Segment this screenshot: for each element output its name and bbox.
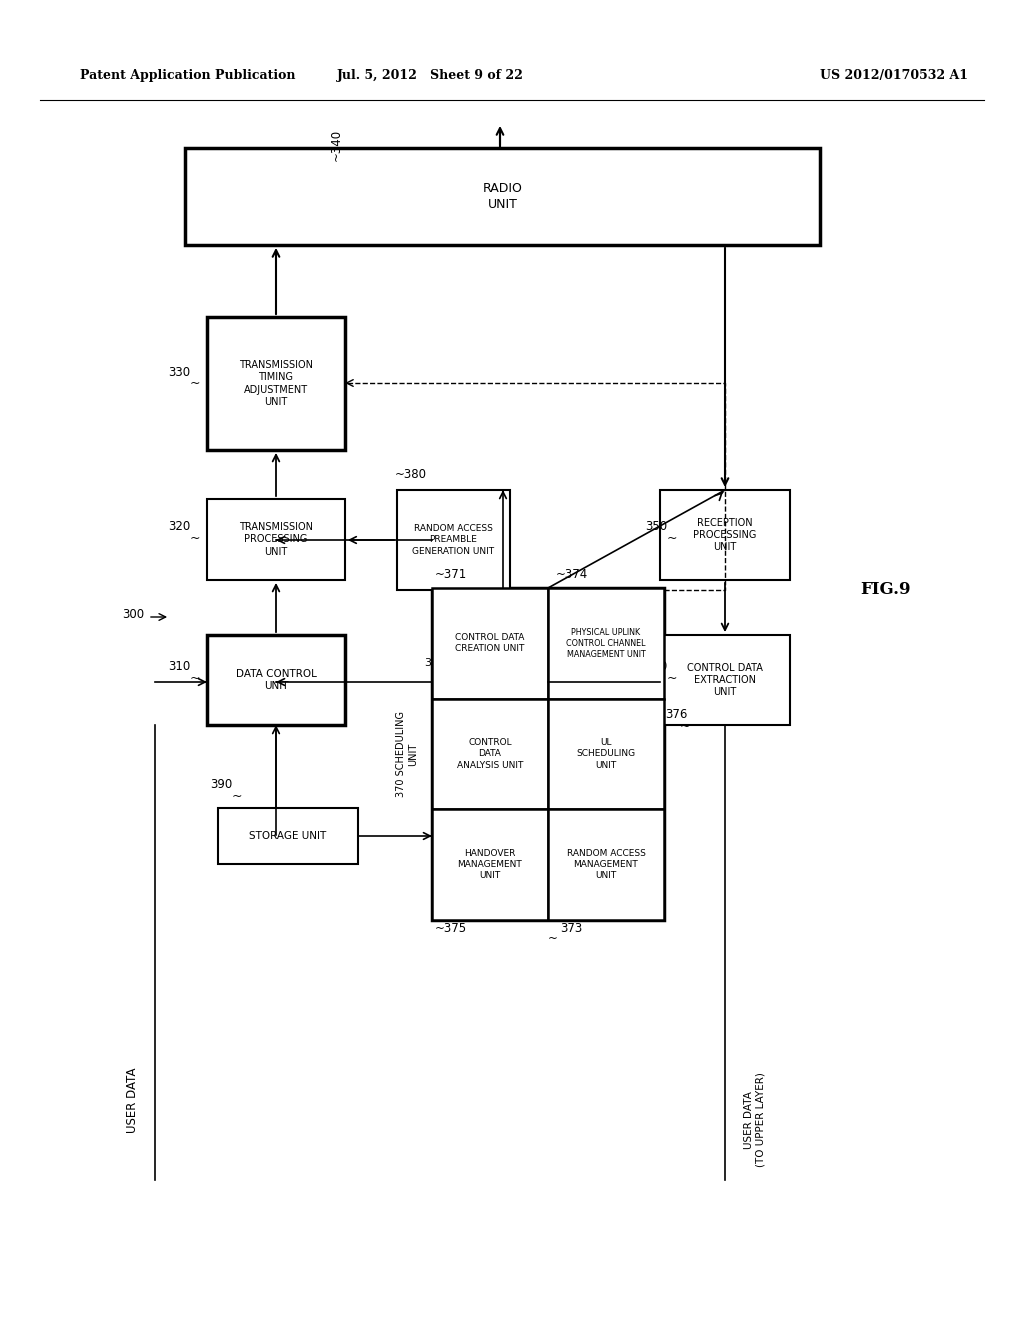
Text: ~374: ~374	[556, 569, 588, 582]
Text: ~375: ~375	[435, 921, 467, 935]
Text: US 2012/0170532 A1: US 2012/0170532 A1	[820, 69, 968, 82]
Text: FIG.9: FIG.9	[860, 582, 910, 598]
Bar	[432, 587, 664, 920]
Bar	[218, 808, 358, 865]
Text: ~: ~	[190, 376, 201, 389]
Text: ~340: ~340	[330, 129, 343, 161]
Text: RANDOM ACCESS
MANAGEMENT
UNIT: RANDOM ACCESS MANAGEMENT UNIT	[566, 849, 645, 880]
Bar	[548, 587, 664, 698]
Text: 330: 330	[168, 366, 190, 379]
Text: ~: ~	[190, 532, 201, 544]
Bar	[207, 499, 345, 579]
Text: Jul. 5, 2012   Sheet 9 of 22: Jul. 5, 2012 Sheet 9 of 22	[337, 69, 523, 82]
Bar	[185, 148, 820, 246]
Text: USER DATA
(TO UPPER LAYER): USER DATA (TO UPPER LAYER)	[744, 1073, 766, 1167]
Text: 376: 376	[665, 709, 687, 722]
Text: ~371: ~371	[435, 569, 467, 582]
Text: 370 SCHEDULING
UNIT: 370 SCHEDULING UNIT	[396, 711, 418, 797]
Text: Patent Application Publication: Patent Application Publication	[80, 69, 296, 82]
Text: ~: ~	[232, 789, 243, 803]
Bar	[660, 490, 790, 579]
Text: 360: 360	[645, 660, 668, 673]
Text: 320: 320	[168, 520, 190, 533]
Text: CONTROL
DATA
ANALYSIS UNIT: CONTROL DATA ANALYSIS UNIT	[457, 738, 523, 770]
Bar	[548, 809, 664, 920]
Text: 310: 310	[168, 660, 190, 673]
Text: 300: 300	[122, 609, 144, 622]
Text: ~: ~	[680, 719, 690, 733]
Text: ~: ~	[667, 672, 678, 685]
Text: ~: ~	[436, 669, 445, 678]
Text: ~: ~	[667, 532, 678, 544]
Text: ~380: ~380	[395, 469, 427, 482]
Text: RANDOM ACCESS
PREAMBLE
GENERATION UNIT: RANDOM ACCESS PREAMBLE GENERATION UNIT	[413, 524, 495, 556]
Text: HANDOVER
MANAGEMENT
UNIT: HANDOVER MANAGEMENT UNIT	[458, 849, 522, 880]
Bar	[207, 635, 345, 725]
Bar	[432, 698, 548, 809]
Text: 372: 372	[424, 657, 445, 668]
Text: DATA CONTROL
UNIT: DATA CONTROL UNIT	[236, 669, 316, 692]
Text: PHYSICAL UPLINK
CONTROL CHANNEL
MANAGEMENT UNIT: PHYSICAL UPLINK CONTROL CHANNEL MANAGEME…	[566, 628, 646, 659]
Text: TRANSMISSION
PROCESSING
UNIT: TRANSMISSION PROCESSING UNIT	[239, 523, 313, 557]
Text: CONTROL DATA
EXTRACTION
UNIT: CONTROL DATA EXTRACTION UNIT	[687, 663, 763, 697]
Text: TRANSMISSION
TIMING
ADJUSTMENT
UNIT: TRANSMISSION TIMING ADJUSTMENT UNIT	[239, 360, 313, 407]
Text: CONTROL DATA
CREATION UNIT: CONTROL DATA CREATION UNIT	[456, 634, 524, 653]
Text: 390: 390	[210, 779, 232, 792]
Bar	[397, 490, 510, 590]
Text: ~: ~	[190, 672, 201, 685]
Text: RADIO
UNIT: RADIO UNIT	[482, 182, 522, 211]
Text: USER DATA: USER DATA	[127, 1068, 139, 1133]
Text: ~: ~	[548, 932, 558, 945]
Bar	[432, 587, 548, 698]
Text: UL
SCHEDULING
UNIT: UL SCHEDULING UNIT	[577, 738, 636, 770]
Bar	[207, 317, 345, 450]
Bar	[660, 635, 790, 725]
Text: 350: 350	[645, 520, 667, 533]
Bar	[548, 698, 664, 809]
Text: 373: 373	[560, 921, 583, 935]
Text: STORAGE UNIT: STORAGE UNIT	[250, 832, 327, 841]
Text: RECEPTION
PROCESSING
UNIT: RECEPTION PROCESSING UNIT	[693, 517, 757, 552]
Bar	[432, 809, 548, 920]
